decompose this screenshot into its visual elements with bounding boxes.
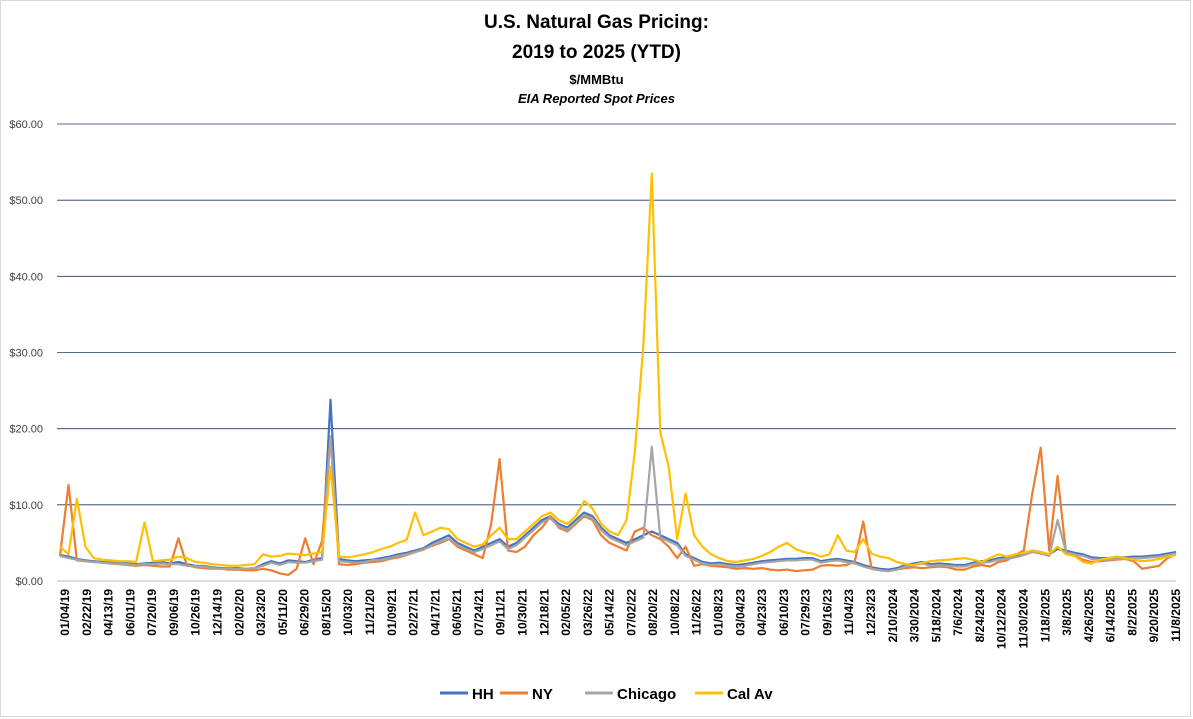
x-tick-label: 04/17/21 bbox=[428, 589, 442, 636]
x-tick-label: 09/16/23 bbox=[820, 589, 834, 636]
x-tick-label: 01/08/23 bbox=[712, 589, 726, 636]
x-tick-label: 05/11/20 bbox=[276, 589, 290, 635]
x-tick-label: 11/21/20 bbox=[363, 589, 377, 635]
x-tick-label: 03/04/23 bbox=[733, 589, 747, 636]
x-tick-label: 11/8/2025 bbox=[1169, 589, 1183, 642]
chart-subtitle-source: EIA Reported Spot Prices bbox=[518, 91, 675, 106]
x-tick-label: 7/6/2024 bbox=[951, 589, 965, 636]
x-tick-label: 09/11/21 bbox=[494, 589, 508, 635]
x-tick-label: 12/14/19 bbox=[210, 589, 224, 636]
x-tick-label: 10/08/22 bbox=[668, 589, 682, 636]
y-tick-label: $60.00 bbox=[9, 119, 43, 131]
x-tick-label: 10/26/19 bbox=[189, 589, 203, 636]
gridlines bbox=[57, 123, 1176, 582]
x-tick-label: 07/02/22 bbox=[624, 589, 638, 636]
x-tick-label: 9/20/2025 bbox=[1147, 589, 1161, 643]
x-tick-label: 04/23/23 bbox=[755, 589, 769, 636]
x-tick-label: 02/22/19 bbox=[80, 589, 94, 636]
x-tick-label: 06/05/21 bbox=[450, 589, 464, 636]
x-tick-label: 06/01/19 bbox=[123, 589, 137, 636]
chart-subtitle-units: $/MMBtu bbox=[569, 72, 624, 87]
x-tick-label: 10/03/20 bbox=[341, 589, 355, 636]
x-tick-label: 09/06/19 bbox=[167, 589, 181, 636]
chart-title-line2: 2019 to 2025 (YTD) bbox=[512, 42, 681, 63]
x-tick-label: 06/29/20 bbox=[298, 589, 312, 636]
x-tick-label: 04/13/19 bbox=[102, 589, 116, 636]
legend-label: Cal Av bbox=[727, 686, 773, 703]
y-tick-label: $10.00 bbox=[9, 500, 43, 512]
series-line-hh bbox=[59, 398, 1177, 571]
x-tick-label: 11/04/23 bbox=[842, 589, 856, 635]
series-line-cal-av bbox=[59, 172, 1177, 567]
x-tick-label: 5/18/2024 bbox=[929, 589, 943, 643]
x-tick-label: 3/30/2024 bbox=[908, 589, 922, 643]
x-tick-label: 08/15/20 bbox=[319, 589, 333, 636]
y-tick-label: $0.00 bbox=[15, 576, 43, 588]
legend-label: HH bbox=[472, 686, 494, 703]
x-tick-label: 08/20/22 bbox=[646, 589, 660, 636]
y-tick-label: $50.00 bbox=[9, 195, 43, 207]
x-tick-label: 05/14/22 bbox=[603, 589, 617, 636]
x-tick-label: 3/8/2025 bbox=[1060, 589, 1074, 636]
x-tick-label: 02/02/20 bbox=[232, 589, 246, 636]
series-line-ny bbox=[58, 435, 1177, 577]
x-tick-label: 02/05/22 bbox=[559, 589, 573, 636]
x-tick-label: 2/10/2024 bbox=[886, 589, 900, 643]
x-tick-label: 07/20/19 bbox=[145, 589, 159, 636]
y-tick-label: $30.00 bbox=[9, 348, 43, 360]
x-tick-label: 03/23/20 bbox=[254, 589, 268, 636]
x-tick-label: 8/24/2024 bbox=[973, 589, 987, 643]
x-tick-label: 07/29/23 bbox=[799, 589, 813, 636]
series-lines bbox=[58, 172, 1177, 577]
x-tick-label: 07/24/21 bbox=[472, 589, 486, 636]
y-tick-label: $20.00 bbox=[9, 424, 43, 436]
series-line-chicago bbox=[59, 435, 1177, 573]
x-tick-label: 02/27/21 bbox=[407, 589, 421, 636]
x-tick-label: 10/30/21 bbox=[515, 589, 529, 636]
x-tick-label: 01/09/21 bbox=[385, 589, 399, 636]
x-tick-label: 6/14/2025 bbox=[1104, 589, 1118, 643]
x-tick-label: 4/26/2025 bbox=[1082, 589, 1096, 643]
x-tick-label: 8/2/2025 bbox=[1125, 589, 1139, 636]
x-tick-label: 12/18/21 bbox=[537, 589, 551, 636]
legend: HH NY Chicago Cal Av bbox=[440, 686, 773, 703]
x-tick-label: 12/23/23 bbox=[864, 589, 878, 636]
x-tick-label: 03/26/22 bbox=[581, 589, 595, 636]
x-tick-label: 11/26/22 bbox=[690, 589, 704, 635]
legend-label: NY bbox=[532, 686, 553, 703]
x-tick-label: 10/12/2024 bbox=[995, 589, 1009, 649]
x-tick-label: 06/10/23 bbox=[777, 589, 791, 636]
x-tick-label: 01/04/19 bbox=[58, 589, 72, 636]
x-axis-tick-labels: 01/04/19 02/22/19 04/13/19 06/01/19 07/20/19… bbox=[58, 589, 1183, 649]
y-tick-label: $40.00 bbox=[9, 271, 43, 283]
x-tick-label: 11/30/2024 bbox=[1017, 589, 1031, 649]
x-tick-label: 1/18/2025 bbox=[1038, 589, 1052, 643]
chart-title-line1: U.S. Natural Gas Pricing: bbox=[484, 12, 709, 33]
y-axis-tick-labels: $0.00 $10.00 $20.00 $30.00 $40.00 $50.00 $60.0… bbox=[9, 119, 43, 588]
legend-label: Chicago bbox=[617, 686, 676, 703]
